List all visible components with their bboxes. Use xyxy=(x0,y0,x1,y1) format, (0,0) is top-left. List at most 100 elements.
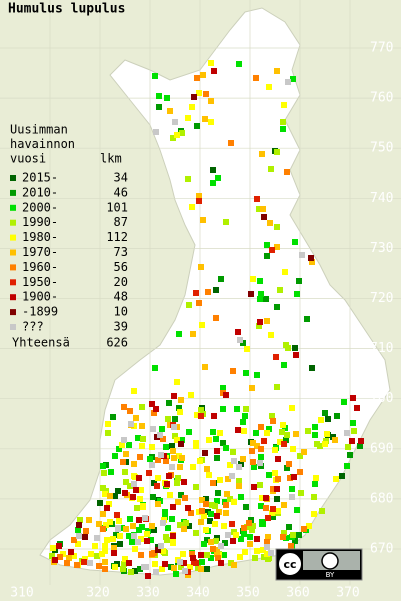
observation xyxy=(294,507,300,513)
observation xyxy=(106,501,112,507)
observation xyxy=(156,93,162,99)
observation xyxy=(126,442,132,448)
legend-count: 39 xyxy=(114,320,128,334)
observation xyxy=(277,439,283,445)
observation xyxy=(318,417,324,423)
observation xyxy=(221,552,227,558)
observation xyxy=(227,496,233,502)
observation xyxy=(141,564,147,570)
observation xyxy=(240,419,246,425)
observation xyxy=(234,406,240,412)
observation xyxy=(126,533,132,539)
observation xyxy=(198,407,204,413)
observation xyxy=(159,566,165,572)
observation xyxy=(225,532,231,538)
observation xyxy=(215,555,221,561)
observation xyxy=(223,219,229,225)
observation xyxy=(296,532,302,538)
observation xyxy=(178,441,184,447)
observation xyxy=(243,504,249,510)
observation xyxy=(258,503,264,509)
observation xyxy=(102,543,108,549)
observation xyxy=(205,289,211,295)
observation xyxy=(135,435,141,441)
observation xyxy=(259,521,265,527)
observation xyxy=(268,166,274,172)
observation xyxy=(153,129,159,135)
x-tick-label: 330 xyxy=(136,586,159,601)
observation xyxy=(207,518,213,524)
observation xyxy=(176,331,182,337)
observation xyxy=(149,401,155,407)
observation xyxy=(263,495,269,501)
observation xyxy=(233,532,239,538)
y-tick-label: 750 xyxy=(370,141,393,156)
observation xyxy=(269,510,275,516)
observation xyxy=(181,479,187,485)
observation xyxy=(94,535,100,541)
legend-swatch xyxy=(10,294,16,301)
observation xyxy=(116,446,122,452)
legend-total: 626 xyxy=(106,336,128,350)
observation xyxy=(260,206,266,212)
observation xyxy=(257,278,263,284)
observation xyxy=(127,516,133,522)
observation xyxy=(175,475,181,481)
observation xyxy=(217,477,223,483)
observation xyxy=(194,75,200,81)
observation xyxy=(137,496,143,502)
observation xyxy=(140,503,146,509)
observation xyxy=(274,486,280,492)
observation xyxy=(254,536,260,542)
observation xyxy=(196,90,202,96)
observation xyxy=(230,449,236,455)
observation xyxy=(290,446,296,452)
observation xyxy=(301,449,307,455)
legend-total-label: Yhteensä xyxy=(12,336,70,350)
observation xyxy=(257,482,263,488)
observation xyxy=(311,494,317,500)
observation xyxy=(301,526,307,532)
observation xyxy=(71,553,77,559)
observation xyxy=(194,412,200,418)
legend-count: 46 xyxy=(114,185,128,199)
observation xyxy=(267,220,273,226)
observation xyxy=(274,304,280,310)
observation xyxy=(357,443,363,449)
observation xyxy=(217,430,223,436)
observation xyxy=(147,456,153,462)
observation xyxy=(304,316,310,322)
x-tick-label: 320 xyxy=(86,586,109,601)
observation xyxy=(231,562,237,568)
observation xyxy=(123,526,129,532)
observation xyxy=(214,498,220,504)
observation xyxy=(280,119,286,125)
observation xyxy=(208,511,214,517)
observation xyxy=(215,490,221,496)
observation xyxy=(68,549,74,555)
observation xyxy=(170,448,176,454)
observation xyxy=(169,443,175,449)
observation xyxy=(280,534,286,540)
legend-count-heading: lkm xyxy=(100,152,122,166)
observation xyxy=(198,413,204,419)
observation xyxy=(246,520,252,526)
legend-count: 112 xyxy=(106,230,128,244)
observation xyxy=(122,469,128,475)
observation xyxy=(206,437,212,443)
legend-label: 2015- xyxy=(22,171,58,185)
legend-label: 1900- xyxy=(22,290,58,304)
observation xyxy=(227,462,233,468)
observation xyxy=(238,494,244,500)
observation xyxy=(173,571,179,577)
observation xyxy=(213,315,219,321)
cc-circle xyxy=(277,551,303,577)
observation xyxy=(105,430,111,436)
observation xyxy=(189,551,195,557)
observation xyxy=(290,76,296,82)
observation xyxy=(258,424,264,430)
observation xyxy=(263,505,269,511)
legend-swatch xyxy=(10,234,16,241)
observation xyxy=(291,474,297,480)
observation xyxy=(144,538,150,544)
